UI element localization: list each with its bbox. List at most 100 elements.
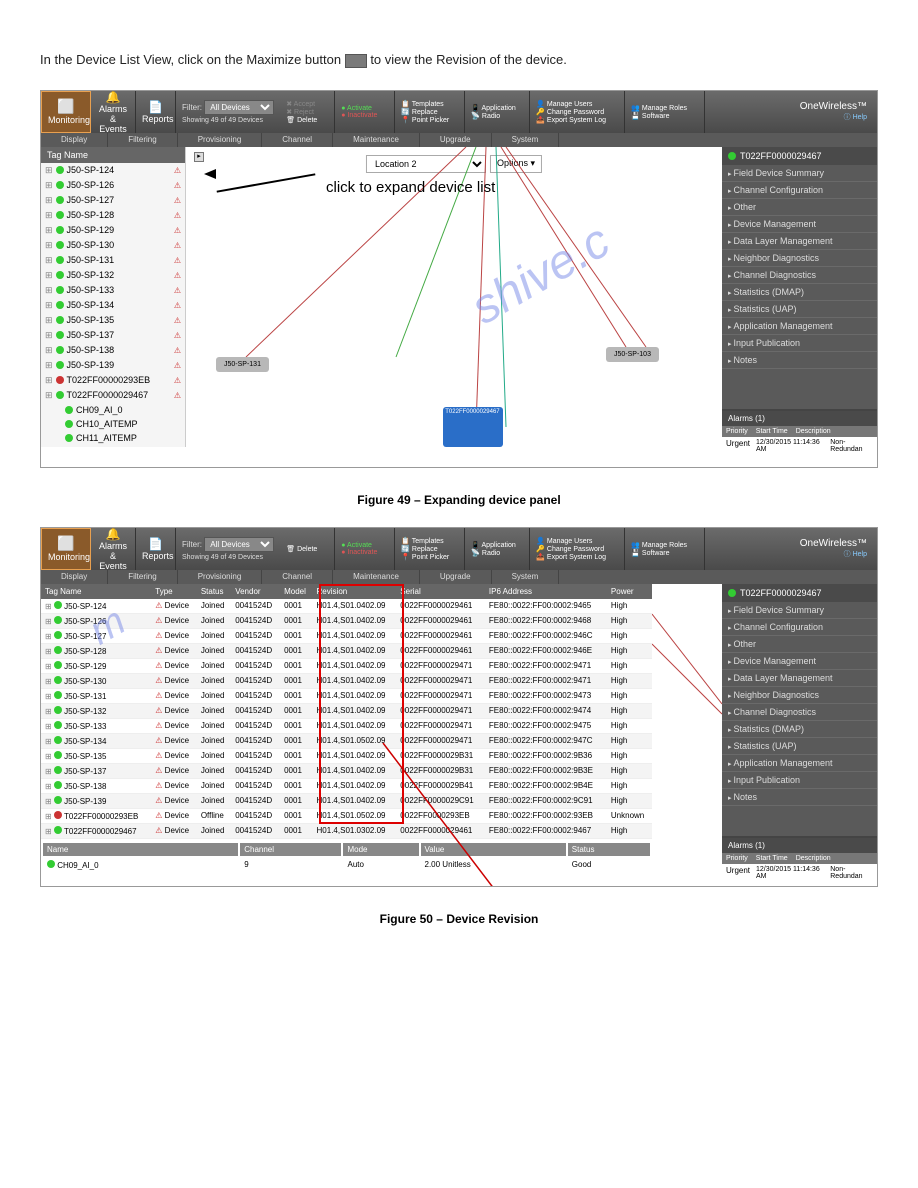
tree-item[interactable]: ⊞J50-SP-127⚠ [41, 193, 185, 208]
table-row[interactable]: ⊞ J50-SP-133⚠ DeviceJoined0041524D0001H0… [41, 718, 652, 733]
tree-item[interactable]: ⊞J50-SP-132⚠ [41, 268, 185, 283]
options-button[interactable]: Options ▾ [490, 155, 542, 173]
table-row[interactable]: ⊞ J50-SP-137⚠ DeviceJoined0041524D0001H0… [41, 763, 652, 778]
tree-child[interactable]: CH09_AI_0 [41, 403, 185, 417]
screenshot-1: ⬜Monitoring 🔔Alarms & Events 📄Reports Fi… [40, 90, 878, 468]
table-row[interactable]: ⊞ J50-SP-127⚠ DeviceJoined0041524D0001H0… [41, 628, 652, 643]
system-group: 👤 Manage Users 🔑 Change Password 📤 Expor… [530, 91, 625, 133]
monitoring-button[interactable]: ⬜Monitoring [41, 91, 91, 133]
property-section[interactable]: Field Device Summary [722, 165, 877, 182]
tree-child[interactable]: CH11_AITEMP [41, 431, 185, 445]
property-section[interactable]: Input Publication [722, 772, 877, 789]
table-row[interactable]: ⊞ J50-SP-138⚠ DeviceJoined0041524D0001H0… [41, 778, 652, 793]
reports-button[interactable]: 📄Reports [136, 528, 176, 570]
property-section[interactable]: Data Layer Management [722, 233, 877, 250]
property-section[interactable]: Application Management [722, 755, 877, 772]
table-row[interactable]: ⊞ J50-SP-132⚠ DeviceJoined0041524D0001H0… [41, 703, 652, 718]
property-section[interactable]: Statistics (DMAP) [722, 284, 877, 301]
property-section[interactable]: Notes [722, 789, 877, 806]
table-row[interactable]: ⊞ J50-SP-131⚠ DeviceJoined0041524D0001H0… [41, 688, 652, 703]
alarms-button[interactable]: 🔔Alarms & Events [91, 91, 136, 133]
table-row[interactable]: ⊞ J50-SP-128⚠ DeviceJoined0041524D0001H0… [41, 643, 652, 658]
screenshot-2: ⬜Monitoring 🔔Alarms & Events 📄Reports Fi… [40, 527, 878, 887]
properties-panel: T022FF0000029467 Field Device SummaryCha… [722, 584, 877, 874]
alarm-header: Alarms (1) [722, 411, 877, 426]
map-device-icon[interactable]: T022FF0000029467 [443, 407, 503, 447]
properties-header: T022FF0000029467 [722, 584, 877, 602]
monitoring-button[interactable]: ⬜Monitoring [41, 528, 91, 570]
intro-paragraph: In the Device List View, click on the Ma… [40, 50, 878, 70]
property-section[interactable]: Other [722, 636, 877, 653]
property-section[interactable]: Channel Diagnostics [722, 267, 877, 284]
property-section[interactable]: Statistics (UAP) [722, 738, 877, 755]
property-section[interactable]: Application Management [722, 318, 877, 335]
property-section[interactable]: Device Management [722, 653, 877, 670]
property-section[interactable]: Channel Configuration [722, 619, 877, 636]
property-section[interactable]: Input Publication [722, 335, 877, 352]
map-node[interactable]: J50-SP-103 [606, 347, 659, 362]
provisioning-group: ✖ Accept ✖ Reject 🗑 Delete [280, 91, 335, 133]
property-section[interactable]: Notes [722, 352, 877, 369]
tree-item[interactable]: ⊞J50-SP-139⚠ [41, 358, 185, 373]
intro-post: to view the Revision of the device. [370, 52, 567, 67]
property-section[interactable]: Other [722, 199, 877, 216]
tree-item[interactable]: ⊞J50-SP-134⚠ [41, 298, 185, 313]
alarm-row[interactable]: Urgent12/30/2015 11:14:36 AMNon-Redundan [722, 864, 877, 882]
alarm-row[interactable]: Urgent12/30/2015 11:14:36 AMNon-Redundan [722, 437, 877, 455]
table-row[interactable]: ⊞ T022FF0000029467⚠ DeviceJoined0041524D… [41, 823, 652, 838]
figure2-caption: Figure 50 – Device Revision [40, 912, 878, 926]
tree-item[interactable]: ⊞J50-SP-131⚠ [41, 253, 185, 268]
map-sliver [652, 584, 722, 874]
table-row[interactable]: ⊞ J50-SP-134⚠ DeviceJoined0041524D0001H0… [41, 733, 652, 748]
property-section[interactable]: Neighbor Diagnostics [722, 687, 877, 704]
table-row[interactable]: ⊞ J50-SP-124⚠ DeviceJoined0041524D0001H0… [41, 599, 652, 614]
tree-item[interactable]: ⊞T022FF0000029467⚠ [41, 388, 185, 403]
table-row[interactable]: ⊞ J50-SP-130⚠ DeviceJoined0041524D0001H0… [41, 673, 652, 688]
table-row[interactable]: ⊞ J50-SP-129⚠ DeviceJoined0041524D0001H0… [41, 658, 652, 673]
location-dropdown[interactable]: Location 2 [366, 155, 486, 173]
intro-pre: In the Device List View, click on the Ma… [40, 52, 345, 67]
tree-item[interactable]: ⊞J50-SP-137⚠ [41, 328, 185, 343]
system-group2: 👥 Manage Roles 💾 Software [625, 528, 705, 570]
filter-section: Filter: All Devices Showing 49 of 49 Dev… [176, 98, 280, 126]
tree-item[interactable]: ⊞J50-SP-129⚠ [41, 223, 185, 238]
property-section[interactable]: Data Layer Management [722, 670, 877, 687]
upgrade-group: 📱 Application 📡 Radio [465, 528, 530, 570]
property-section[interactable]: Channel Diagnostics [722, 704, 877, 721]
map-node[interactable]: J50-SP-131 [216, 357, 269, 372]
channel-sub-table[interactable]: NameChannelModeValueStatus CH09_AI_09Aut… [41, 841, 652, 874]
tree-item[interactable]: ⊞J50-SP-133⚠ [41, 283, 185, 298]
table-row[interactable]: ⊞ J50-SP-135⚠ DeviceJoined0041524D0001H0… [41, 748, 652, 763]
system-group2: 👥 Manage Roles 💾 Software [625, 91, 705, 133]
sub-bar: DisplayFilteringProvisioningChannelMaint… [41, 133, 877, 147]
filter-dropdown[interactable]: All Devices [204, 537, 274, 552]
alarm-panel: Alarms (1) PriorityStart TimeDescription… [722, 836, 877, 882]
property-section[interactable]: Statistics (DMAP) [722, 721, 877, 738]
tree-item[interactable]: ⊞J50-SP-124⚠ [41, 163, 185, 178]
tree-item[interactable]: ⊞J50-SP-135⚠ [41, 313, 185, 328]
property-section[interactable]: Neighbor Diagnostics [722, 250, 877, 267]
upgrade-group: 📱 Application 📡 Radio [465, 91, 530, 133]
property-section[interactable]: Device Management [722, 216, 877, 233]
tree-item[interactable]: ⊞J50-SP-130⚠ [41, 238, 185, 253]
table-row[interactable]: ⊞ J50-SP-126⚠ DeviceJoined0041524D0001H0… [41, 613, 652, 628]
filter-dropdown[interactable]: All Devices [204, 100, 274, 115]
topology-map[interactable]: shive.c Location 2 Options ▾ ▸ J50-SP-13… [186, 147, 722, 447]
tree-item[interactable]: ⊞J50-SP-138⚠ [41, 343, 185, 358]
maintenance-group: 📋 Templates 🔄 Replace 📍 Point Picker [395, 528, 465, 570]
sub-table-row[interactable]: CH09_AI_09Auto2.00 UnitlessGood [43, 858, 650, 872]
property-section[interactable]: Field Device Summary [722, 602, 877, 619]
tree-item[interactable]: ⊞J50-SP-128⚠ [41, 208, 185, 223]
table-row[interactable]: ⊞ J50-SP-139⚠ DeviceJoined0041524D0001H0… [41, 793, 652, 808]
tree-item[interactable]: ⊞T022FF00000293EB⚠ [41, 373, 185, 388]
tree-item[interactable]: ⊞J50-SP-126⚠ [41, 178, 185, 193]
reports-button[interactable]: 📄Reports [136, 91, 176, 133]
toolbar: ⬜Monitoring 🔔Alarms & Events 📄Reports Fi… [41, 528, 877, 570]
tree-child[interactable]: CH10_AITEMP [41, 417, 185, 431]
property-section[interactable]: Channel Configuration [722, 182, 877, 199]
alarms-button[interactable]: 🔔Alarms & Events [91, 528, 136, 570]
expand-icon[interactable]: ▸ [194, 152, 204, 162]
property-section[interactable]: Statistics (UAP) [722, 301, 877, 318]
table-row[interactable]: ⊞ T022FF00000293EB⚠ DeviceOffline0041524… [41, 808, 652, 823]
device-table[interactable]: Tag NameTypeStatusVendorModelRevisionSer… [41, 584, 652, 839]
